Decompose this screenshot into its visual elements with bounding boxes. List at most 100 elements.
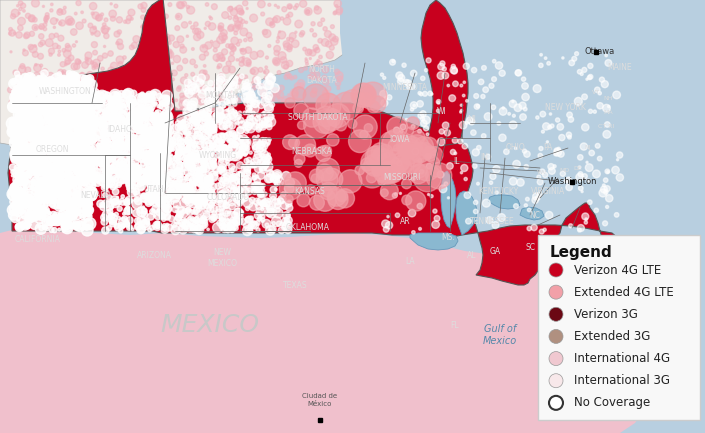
Circle shape [20, 108, 32, 120]
Circle shape [572, 56, 577, 61]
Circle shape [460, 111, 462, 113]
Circle shape [110, 196, 119, 205]
Circle shape [233, 100, 235, 103]
Circle shape [17, 172, 22, 177]
Circle shape [188, 144, 195, 150]
Circle shape [12, 209, 18, 216]
Circle shape [173, 155, 180, 162]
Circle shape [30, 116, 32, 118]
Circle shape [202, 199, 208, 205]
Circle shape [412, 148, 419, 155]
Circle shape [198, 192, 203, 197]
Circle shape [30, 137, 33, 141]
Circle shape [99, 158, 105, 163]
Circle shape [164, 155, 170, 162]
Circle shape [76, 126, 79, 129]
Circle shape [184, 117, 187, 120]
Circle shape [49, 93, 59, 103]
Circle shape [396, 72, 403, 79]
Circle shape [19, 140, 27, 149]
Circle shape [164, 147, 171, 155]
Circle shape [275, 183, 278, 186]
Circle shape [274, 60, 278, 64]
Circle shape [200, 187, 204, 191]
Circle shape [47, 132, 53, 137]
Circle shape [239, 123, 245, 129]
Circle shape [130, 120, 137, 126]
Circle shape [68, 200, 73, 204]
Circle shape [270, 178, 274, 181]
Circle shape [207, 195, 209, 197]
Circle shape [182, 124, 191, 134]
Circle shape [515, 147, 517, 149]
Circle shape [75, 95, 85, 106]
Circle shape [271, 84, 279, 93]
Circle shape [314, 6, 319, 10]
Circle shape [219, 166, 225, 172]
Circle shape [139, 165, 142, 168]
Circle shape [158, 114, 165, 122]
Circle shape [82, 83, 85, 86]
Circle shape [166, 116, 170, 120]
Circle shape [112, 188, 118, 195]
Circle shape [224, 225, 232, 232]
Circle shape [228, 117, 231, 120]
Circle shape [193, 116, 203, 126]
Circle shape [161, 197, 164, 200]
Circle shape [40, 40, 45, 45]
Circle shape [102, 76, 107, 82]
Circle shape [223, 86, 230, 92]
Circle shape [101, 219, 108, 225]
Circle shape [188, 101, 197, 110]
Circle shape [161, 58, 164, 61]
Circle shape [167, 115, 172, 120]
Circle shape [257, 141, 264, 149]
Circle shape [104, 176, 111, 184]
Circle shape [491, 77, 496, 81]
Circle shape [12, 100, 15, 102]
Circle shape [157, 87, 163, 93]
Circle shape [32, 100, 37, 104]
Circle shape [197, 180, 204, 187]
Circle shape [182, 1, 187, 6]
Circle shape [35, 26, 37, 29]
Circle shape [61, 97, 72, 109]
Circle shape [21, 211, 29, 219]
Circle shape [99, 155, 110, 166]
Circle shape [257, 51, 264, 57]
Circle shape [253, 145, 257, 150]
Circle shape [200, 165, 207, 171]
Circle shape [161, 58, 166, 62]
Circle shape [92, 152, 99, 158]
Circle shape [208, 160, 217, 169]
Circle shape [239, 57, 244, 63]
Circle shape [121, 102, 128, 110]
Circle shape [105, 152, 109, 156]
Circle shape [209, 121, 216, 128]
Circle shape [85, 123, 92, 130]
Circle shape [288, 94, 290, 96]
Circle shape [37, 105, 40, 108]
Circle shape [448, 197, 450, 199]
Circle shape [138, 104, 143, 110]
Circle shape [150, 126, 152, 129]
Circle shape [193, 121, 196, 124]
Circle shape [20, 101, 25, 107]
Circle shape [315, 61, 318, 64]
Circle shape [483, 87, 489, 93]
Circle shape [262, 184, 265, 187]
Circle shape [104, 122, 116, 133]
Circle shape [221, 117, 228, 124]
Circle shape [221, 58, 225, 61]
Circle shape [108, 166, 114, 171]
Circle shape [85, 206, 94, 215]
Circle shape [58, 198, 65, 206]
Circle shape [48, 175, 50, 178]
Circle shape [201, 184, 206, 189]
Circle shape [241, 179, 245, 183]
Circle shape [210, 205, 218, 213]
Circle shape [336, 9, 342, 15]
Circle shape [64, 145, 68, 150]
Text: TEXAS: TEXAS [283, 281, 307, 290]
Circle shape [289, 102, 295, 109]
